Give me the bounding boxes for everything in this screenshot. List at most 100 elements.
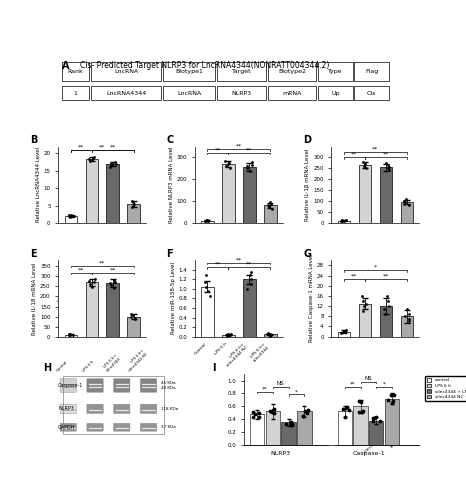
Text: Caspase-1: Caspase-1 — [352, 452, 385, 456]
Point — [300, 412, 307, 420]
Text: **: ** — [215, 262, 221, 267]
Y-axis label: Relative Caspase-1 mRNA Level: Relative Caspase-1 mRNA Level — [309, 254, 314, 342]
Text: **: ** — [236, 257, 242, 262]
FancyBboxPatch shape — [114, 404, 130, 413]
Bar — [86, 158, 98, 223]
Point — [205, 288, 212, 296]
Point — [372, 412, 380, 420]
Point — [247, 280, 254, 288]
Point — [363, 300, 370, 308]
FancyBboxPatch shape — [87, 424, 103, 431]
Point — [111, 158, 119, 166]
Text: **: ** — [351, 274, 357, 279]
Point — [339, 216, 346, 224]
Point — [86, 280, 93, 288]
Point — [339, 328, 346, 336]
Point — [266, 198, 274, 206]
Point — [223, 162, 230, 170]
Text: 118 KDa: 118 KDa — [161, 407, 178, 411]
Text: **: ** — [236, 144, 242, 149]
Point — [268, 408, 276, 416]
Y-axis label: Relative NLRP3 mRNA Level: Relative NLRP3 mRNA Level — [169, 146, 174, 223]
Y-axis label: Relative miR-138-5p Level: Relative miR-138-5p Level — [171, 262, 176, 334]
Point — [251, 410, 258, 418]
Text: Cis- Predicted Target NLRP3 for LncRNA4344(NONRATT004344.2): Cis- Predicted Target NLRP3 for LncRNA43… — [80, 61, 329, 70]
Point — [266, 407, 274, 415]
Text: LPS 6 h+
silnc4344 NC: LPS 6 h+ silnc4344 NC — [124, 348, 149, 372]
Text: 37 KDa: 37 KDa — [161, 426, 176, 430]
Point — [132, 314, 139, 322]
Text: LPS 6 h+
silnc4344 NC: LPS 6 h+ silnc4344 NC — [223, 342, 249, 368]
Point — [225, 159, 233, 167]
Point — [370, 414, 377, 422]
Bar — [163, 86, 215, 100]
Text: Caspase-1: Caspase-1 — [58, 383, 83, 388]
Bar — [243, 168, 256, 223]
Point — [202, 216, 210, 224]
Point — [406, 201, 413, 209]
Bar — [62, 62, 89, 80]
Point — [222, 156, 229, 164]
Bar — [243, 280, 256, 336]
Point — [302, 407, 309, 415]
Point — [369, 418, 377, 426]
Point — [401, 198, 409, 206]
Text: *: * — [383, 382, 386, 386]
Point — [343, 216, 350, 224]
Text: Flag: Flag — [365, 69, 378, 74]
Point — [355, 397, 363, 405]
Point — [358, 292, 366, 300]
Point — [86, 157, 93, 165]
Point — [69, 212, 76, 220]
Text: LPS 6 h+
silnc4344 NC: LPS 6 h+ silnc4344 NC — [87, 290, 113, 316]
Text: Biotype2: Biotype2 — [278, 69, 306, 74]
Point — [244, 164, 251, 172]
Point — [381, 310, 388, 318]
Text: Control: Control — [193, 342, 207, 355]
Point — [288, 421, 295, 429]
Point — [361, 302, 368, 310]
Bar — [385, 398, 399, 445]
Point — [129, 202, 136, 209]
FancyBboxPatch shape — [60, 378, 76, 392]
FancyBboxPatch shape — [60, 424, 76, 431]
Point — [400, 200, 408, 207]
Bar — [264, 334, 277, 336]
Point — [358, 408, 365, 416]
Point — [66, 330, 74, 338]
Point — [225, 160, 232, 168]
Point — [341, 328, 349, 336]
Y-axis label: Relative IL-18 mRNA Level: Relative IL-18 mRNA Level — [32, 262, 37, 334]
Point — [361, 160, 369, 168]
Point — [90, 278, 97, 286]
Point — [247, 276, 255, 283]
Point — [405, 318, 413, 326]
Point — [89, 156, 96, 164]
Text: LPS 6 h+
silnc4344: LPS 6 h+ silnc4344 — [103, 354, 122, 372]
Point — [337, 216, 345, 224]
Point — [360, 307, 367, 315]
Point — [360, 408, 367, 416]
Point — [66, 330, 73, 338]
Point — [383, 159, 390, 167]
Text: **: ** — [99, 260, 105, 266]
Text: 1: 1 — [74, 91, 77, 96]
Point — [203, 282, 210, 290]
Bar — [318, 86, 353, 100]
Point — [360, 162, 367, 170]
Bar — [358, 165, 371, 223]
Point — [226, 331, 233, 339]
Point — [405, 315, 412, 323]
Point — [267, 332, 274, 340]
Point — [264, 202, 272, 209]
Point — [282, 420, 289, 428]
Bar — [355, 62, 389, 80]
Point — [405, 310, 413, 318]
Point — [69, 330, 76, 338]
Point — [268, 204, 276, 212]
Bar — [369, 420, 384, 445]
Text: *: * — [295, 389, 298, 394]
FancyBboxPatch shape — [140, 404, 157, 413]
Text: E: E — [30, 248, 37, 258]
Text: LPS 6 h+
silnc4344: LPS 6 h+ silnc4344 — [386, 428, 407, 449]
